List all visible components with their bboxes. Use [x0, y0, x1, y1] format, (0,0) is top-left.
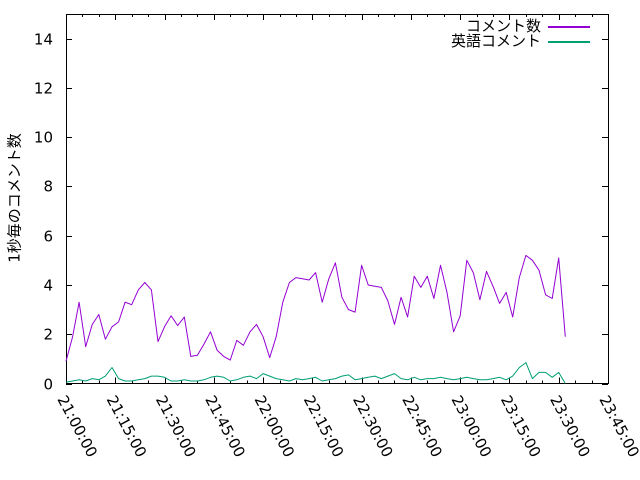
y-tick-label: 10	[34, 129, 53, 147]
legend-item-comment-count: コメント数	[451, 19, 590, 34]
y-tick-label: 4	[43, 277, 53, 295]
legend-item-english-comment: 英語コメント	[451, 34, 590, 49]
x-tick-label: 22:15:00	[300, 392, 348, 460]
legend-label-english-comment: 英語コメント	[450, 32, 541, 50]
y-tick-label: 6	[43, 228, 53, 246]
x-tick-label: 22:30:00	[349, 392, 397, 460]
x-tick-label: 23:45:00	[595, 392, 640, 460]
x-tick-label: 23:00:00	[448, 392, 496, 460]
x-tick-label: 21:15:00	[103, 392, 151, 460]
x-tick-label: 23:30:00	[546, 392, 594, 460]
x-tick-label: 23:15:00	[497, 392, 545, 460]
y-axis-title: 1秒毎のコメント数	[5, 133, 24, 263]
legend-line-sample-comment-count	[548, 25, 590, 28]
english-comment-line	[65, 362, 566, 384]
y-tick-label: 2	[43, 326, 53, 344]
y-tick-label: 8	[43, 178, 53, 196]
y-tick-label: 0	[43, 376, 53, 394]
x-tick-label: 22:45:00	[398, 392, 446, 460]
y-tick-label: 12	[34, 80, 53, 98]
comment-count-line	[65, 254, 566, 362]
legend-label-comment-count: コメント数	[465, 17, 541, 35]
x-tick-label: 22:00:00	[251, 392, 299, 460]
x-tick-label: 21:00:00	[53, 392, 101, 460]
legend-line-sample-english-comment	[548, 40, 590, 43]
y-tick-label: 14	[34, 31, 53, 49]
x-tick-label: 21:30:00	[152, 392, 200, 460]
x-tick-label: 21:45:00	[201, 392, 249, 460]
plot-border	[66, 14, 609, 384]
legend: コメント数 英語コメント	[451, 19, 590, 49]
